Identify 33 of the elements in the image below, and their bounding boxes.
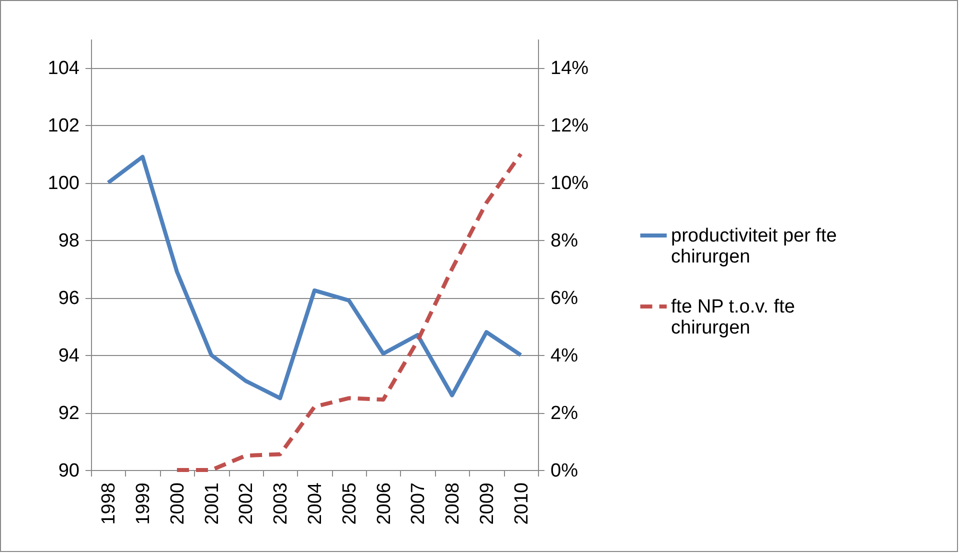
x-tick-label: 2003 <box>270 482 292 525</box>
x-tick-label: 2001 <box>202 482 223 525</box>
x-tick-label: 2010 <box>511 482 532 525</box>
y-tick-label: 98 <box>58 230 80 252</box>
y2-tick-label: 2% <box>550 403 578 424</box>
x-tick-label: 2004 <box>305 482 326 525</box>
x-tick-label: 2006 <box>374 482 395 525</box>
line-series <box>174 152 523 472</box>
y2-tick-label: 10% <box>550 173 589 194</box>
y-tick-label: 94 <box>58 346 80 367</box>
y-tick-label: 100 <box>48 173 80 194</box>
x-tick-label: 2002 <box>236 482 258 525</box>
y2-tick-label: 14% <box>550 58 589 80</box>
y2-tick-label: 12% <box>550 116 589 137</box>
y-tick-label: 96 <box>58 288 80 310</box>
x-tick-label: 1999 <box>133 482 154 525</box>
legend-label: fte NP t.o.v. fte chirurgen <box>671 296 795 339</box>
y2-tick-label: 8% <box>550 230 578 252</box>
y2-tick-label: 0% <box>550 460 578 482</box>
x-tick-label: 2007 <box>408 482 430 525</box>
line-series <box>106 154 523 400</box>
x-tick-label: 1998 <box>98 482 120 525</box>
x-tick-label: 2005 <box>339 482 360 525</box>
y2-tick-label: 6% <box>550 288 578 310</box>
y-tick-label: 90 <box>58 460 80 482</box>
y-tick-label: 92 <box>58 403 80 424</box>
y2-tick-label: 4% <box>550 346 578 367</box>
x-tick-label: 2008 <box>442 482 464 525</box>
legend-label: productiviteit per fte chirurgen <box>671 226 837 268</box>
x-tick-label: 2009 <box>476 482 498 525</box>
x-tick-label: 2000 <box>167 482 188 525</box>
y-tick-label: 102 <box>48 116 80 137</box>
y-tick-label: 104 <box>48 58 80 80</box>
